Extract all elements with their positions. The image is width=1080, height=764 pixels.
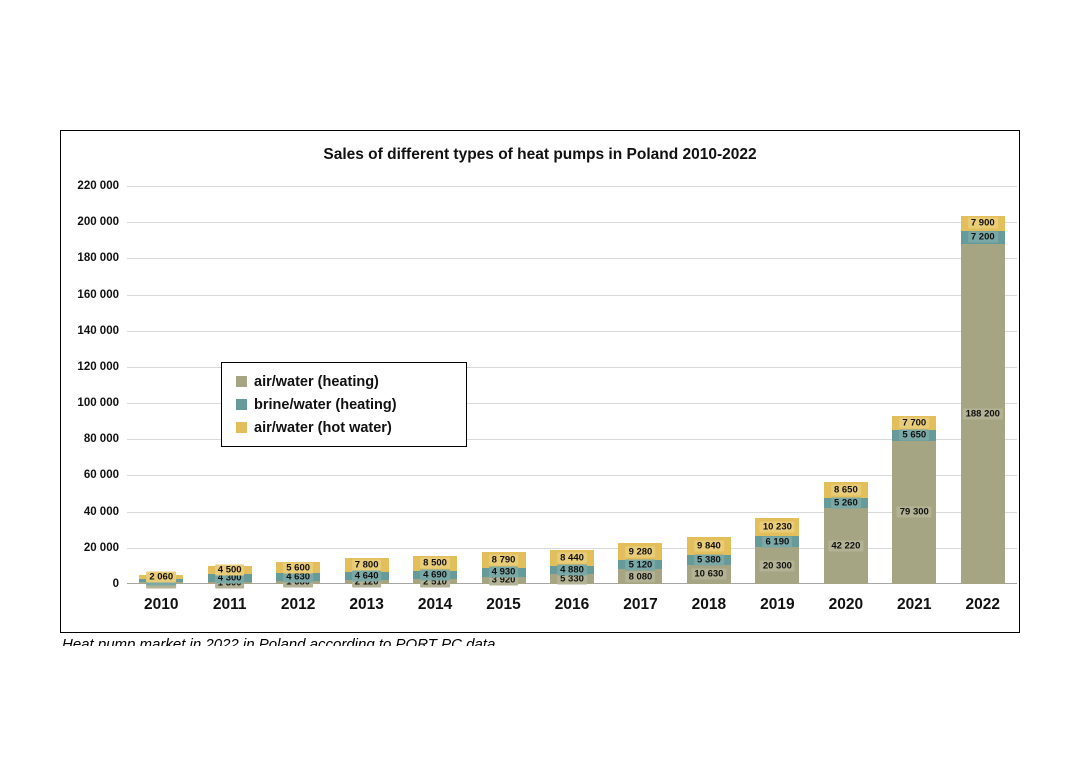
x-axis: 2010 2011 2012 2013 2014 2015 2016 2017 2018 2019… bbox=[127, 596, 1017, 622]
bar-value-label: 4 500 bbox=[214, 564, 245, 576]
gridline bbox=[127, 547, 1017, 549]
x-axis-label: 2011 bbox=[212, 596, 247, 613]
x-axis-label: 2014 bbox=[417, 596, 453, 613]
bar-value-label: 20 300 bbox=[759, 560, 795, 572]
x-axis-label: 2012 bbox=[280, 596, 316, 613]
bar-value-label: 4 630 bbox=[283, 571, 314, 583]
footnote-clip: Heat pump market in 2022 in Poland accor… bbox=[62, 636, 842, 646]
bar-value-label: 9 840 bbox=[694, 540, 724, 552]
bar-value-label: 5 330 bbox=[557, 573, 587, 585]
bar-value-label: 7 200 bbox=[967, 231, 998, 243]
bar-value-label: 2 060 bbox=[146, 571, 177, 583]
gridline bbox=[127, 222, 1017, 224]
legend-swatch bbox=[236, 399, 247, 410]
y-axis-label: 200 000 bbox=[77, 216, 119, 229]
y-axis-label: 60 000 bbox=[83, 469, 119, 482]
bar-value-label: 8 790 bbox=[488, 554, 519, 566]
bar-value-label: 7 700 bbox=[899, 417, 930, 429]
x-axis-label: 2015 bbox=[486, 596, 521, 613]
legend-item: air/water (heating) bbox=[236, 370, 456, 393]
x-axis-label: 2010 bbox=[143, 596, 179, 613]
x-axis-label: 2016 bbox=[554, 596, 590, 613]
bar-value-label: 7 800 bbox=[351, 559, 382, 571]
y-axis-label: 220 000 bbox=[77, 180, 119, 192]
bar-value-label: 8 440 bbox=[557, 552, 587, 564]
gridline bbox=[127, 186, 1017, 187]
bar-value-label: 4 880 bbox=[557, 564, 587, 576]
y-axis-label: 100 000 bbox=[77, 397, 119, 410]
gridline bbox=[127, 439, 1017, 441]
bar-value-label: 188 200 bbox=[962, 408, 1003, 420]
x-axis-label: 2021 bbox=[897, 596, 932, 613]
bar-value-label: 5 260 bbox=[830, 497, 861, 509]
legend-item: brine/water (heating) bbox=[236, 393, 456, 416]
bar-value-label: 10 230 bbox=[759, 521, 795, 533]
legend-item: air/water (hot water) bbox=[236, 416, 456, 439]
y-axis-label: 0 bbox=[112, 578, 119, 590]
gridline bbox=[127, 475, 1017, 477]
bar-value-label: 4 690 bbox=[420, 569, 450, 581]
gridline bbox=[127, 366, 1017, 368]
legend-swatch bbox=[236, 422, 247, 433]
bar-value-label: 9 280 bbox=[625, 546, 656, 558]
legend-item-label: air/water (hot water) bbox=[254, 419, 392, 436]
legend-swatch bbox=[236, 376, 247, 387]
x-axis-label: 2013 bbox=[349, 596, 384, 613]
bar-value-label: 10 630 bbox=[691, 568, 727, 580]
y-axis-label: 140 000 bbox=[77, 324, 119, 337]
chart-title: Sales of different types of heat pumps i… bbox=[323, 146, 757, 163]
gridline bbox=[127, 403, 1017, 405]
bar-value-label: 2 120 bbox=[351, 576, 382, 588]
bar-value-label: 8 650 bbox=[830, 484, 861, 496]
bar-value-label: 1 680 bbox=[283, 576, 314, 588]
bar-value-label: 5 120 bbox=[625, 559, 656, 571]
bar-value-label: 42 220 bbox=[828, 540, 864, 552]
x-axis-label: 2020 bbox=[828, 596, 864, 613]
y-axis-label: 180 000 bbox=[77, 252, 119, 265]
x-axis-label: 2017 bbox=[623, 596, 658, 613]
bar-value-label: 4 640 bbox=[351, 570, 382, 582]
bar-value-label: 4 300 bbox=[214, 572, 245, 584]
y-axis-label: 20 000 bbox=[83, 541, 119, 554]
legend-item-label: brine/water (heating) bbox=[254, 396, 397, 413]
gridline bbox=[127, 294, 1017, 296]
y-axis-label: 80 000 bbox=[83, 433, 119, 446]
gridline bbox=[127, 258, 1017, 260]
y-axis-label: 40 000 bbox=[83, 505, 119, 518]
bar-value-label: 6 190 bbox=[762, 536, 793, 548]
bar-value-label: 5 650 bbox=[899, 429, 930, 441]
x-axis-label: 2019 bbox=[760, 596, 795, 613]
y-axis-label: 160 000 bbox=[77, 288, 119, 301]
bar-value-label: 3 920 bbox=[488, 574, 519, 586]
bar-value-label: 4 930 bbox=[488, 566, 519, 578]
bar-value-label: 79 300 bbox=[896, 506, 932, 518]
legend-item-label: air/water (heating) bbox=[254, 373, 379, 390]
y-axis: 0 20 000 40 000 60 000 80 000 100 000 120 000 1… bbox=[63, 180, 123, 590]
chart-figure: Sales of different types of heat pumps i… bbox=[60, 130, 1020, 633]
bar-value-label: 8 500 bbox=[420, 557, 450, 569]
bar-value-label: 2 510 bbox=[420, 576, 450, 588]
bar-value-label: 5 380 bbox=[694, 554, 724, 566]
y-axis-label: 120 000 bbox=[77, 360, 119, 373]
bar-value-label: 8 080 bbox=[625, 571, 656, 583]
x-axis-label: 2022 bbox=[965, 596, 1001, 613]
bar-value-label: 7 900 bbox=[967, 217, 998, 229]
x-axis-label: 2018 bbox=[691, 596, 727, 613]
gridline bbox=[127, 511, 1017, 513]
bar-value-label: 5 600 bbox=[283, 562, 314, 574]
legend: air/water (heating) brine/water (heating)… bbox=[221, 362, 467, 447]
gridline bbox=[127, 330, 1017, 332]
footnote: Heat pump market in 2022 in Poland accor… bbox=[62, 636, 496, 646]
